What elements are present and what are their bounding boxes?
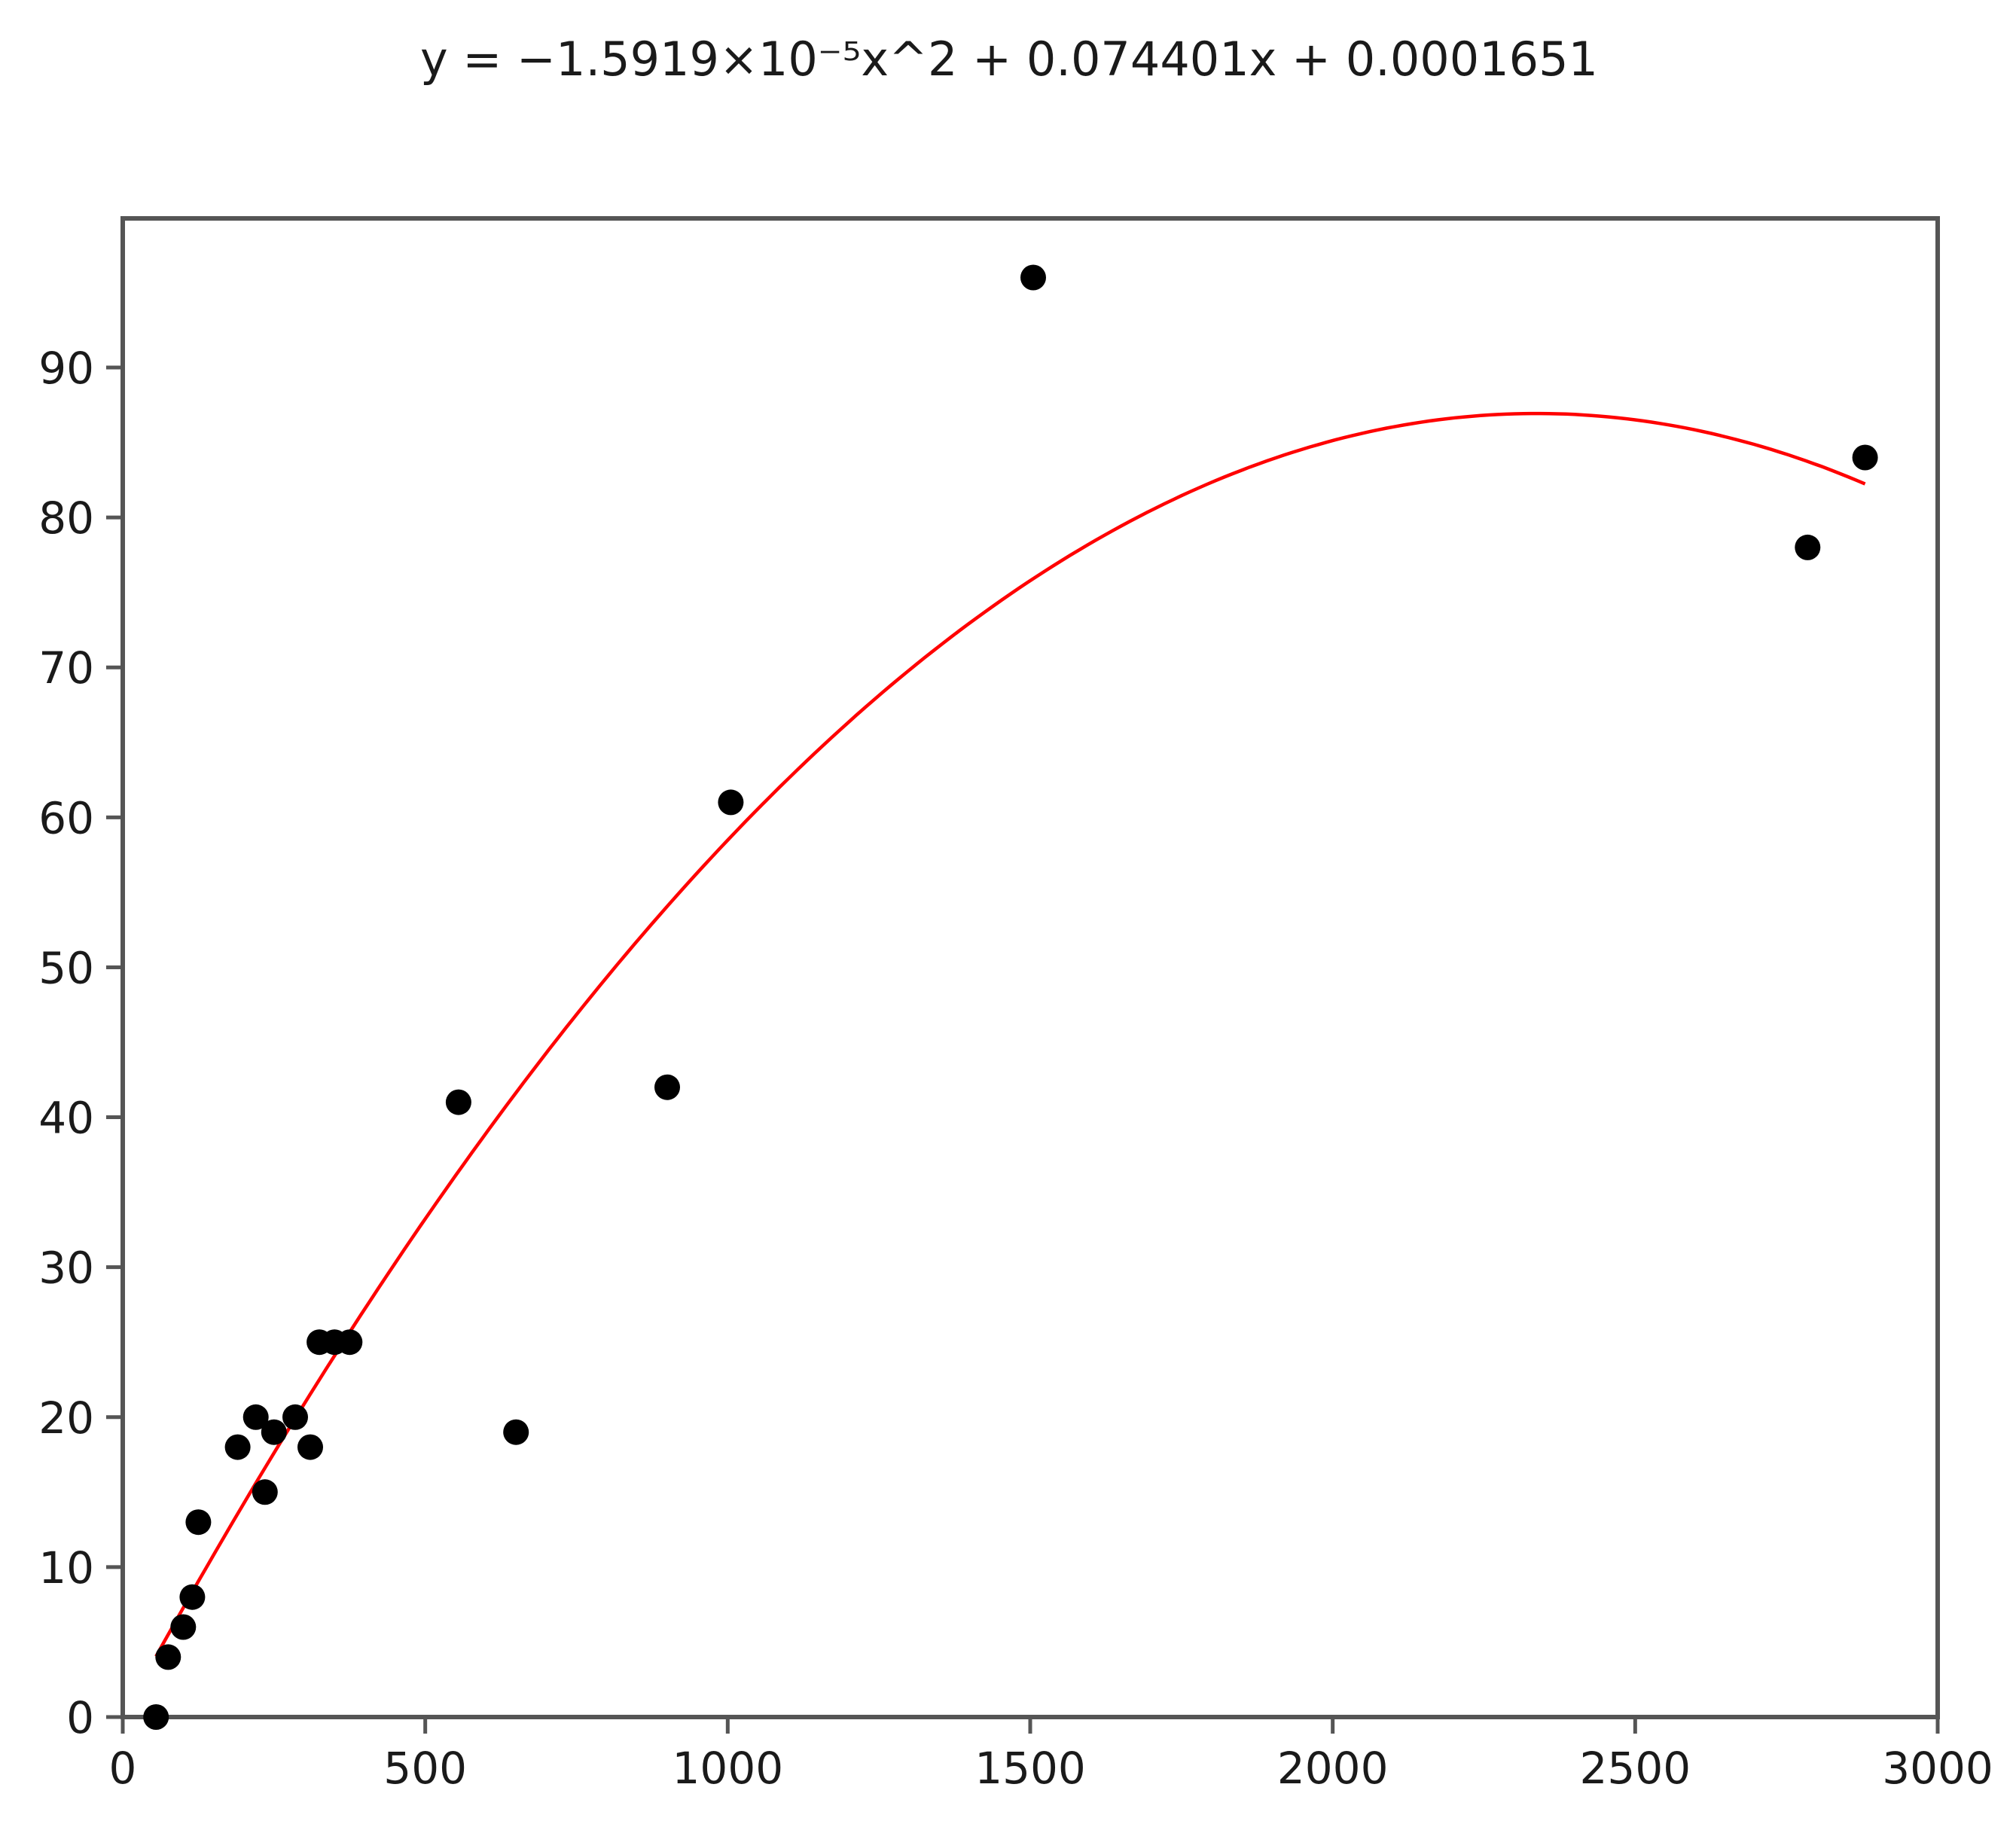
x-tick-label: 2500 — [1580, 1743, 1691, 1794]
y-tick-label: 20 — [38, 1392, 94, 1444]
axes: 0 500 1000 1500 2000 2500 3000 0 10 20 30 40 50 60 70 8… — [38, 216, 1993, 1794]
data-point — [654, 1074, 680, 1100]
fit-curve — [154, 411, 1866, 1658]
x-tick-label: 1000 — [673, 1743, 784, 1794]
data-point — [503, 1419, 529, 1445]
data-point — [252, 1479, 278, 1505]
y-tick-label: 90 — [38, 343, 94, 394]
data-point — [337, 1329, 363, 1356]
fit-curve-layer — [154, 411, 1866, 1658]
y-tick-label: 70 — [38, 642, 94, 694]
data-point — [143, 1704, 169, 1730]
data-point — [224, 1434, 251, 1460]
plot-frame — [120, 216, 1940, 1719]
data-points — [143, 264, 1878, 1730]
chart-title: y = −1.5919×10⁻⁵x^2 + 0.074401x + 0.0001… — [420, 32, 1598, 87]
y-tick-label: 0 — [66, 1692, 94, 1743]
y-tick-label: 80 — [38, 493, 94, 544]
data-point — [179, 1584, 206, 1610]
data-point — [282, 1404, 308, 1430]
x-tick-label: 2000 — [1277, 1743, 1389, 1794]
data-point — [185, 1509, 212, 1536]
y-tick-label: 40 — [38, 1093, 94, 1144]
data-point — [170, 1614, 197, 1640]
data-point — [1795, 534, 1821, 560]
data-point — [297, 1434, 323, 1460]
data-point — [155, 1644, 181, 1670]
x-tick-label: 1500 — [974, 1743, 1086, 1794]
y-tick-label: 10 — [38, 1542, 94, 1594]
x-tick-label: 0 — [109, 1743, 137, 1794]
data-point — [1020, 264, 1046, 291]
data-point — [718, 789, 744, 816]
data-point — [1852, 444, 1878, 471]
y-tick-label: 30 — [38, 1243, 94, 1294]
x-tick-label: 500 — [383, 1743, 467, 1794]
y-tick-label: 50 — [38, 942, 94, 993]
data-point — [261, 1419, 287, 1445]
data-point — [445, 1089, 471, 1115]
y-tick-label: 60 — [38, 792, 94, 843]
data-point — [242, 1404, 269, 1430]
x-tick-label: 3000 — [1882, 1743, 1993, 1794]
